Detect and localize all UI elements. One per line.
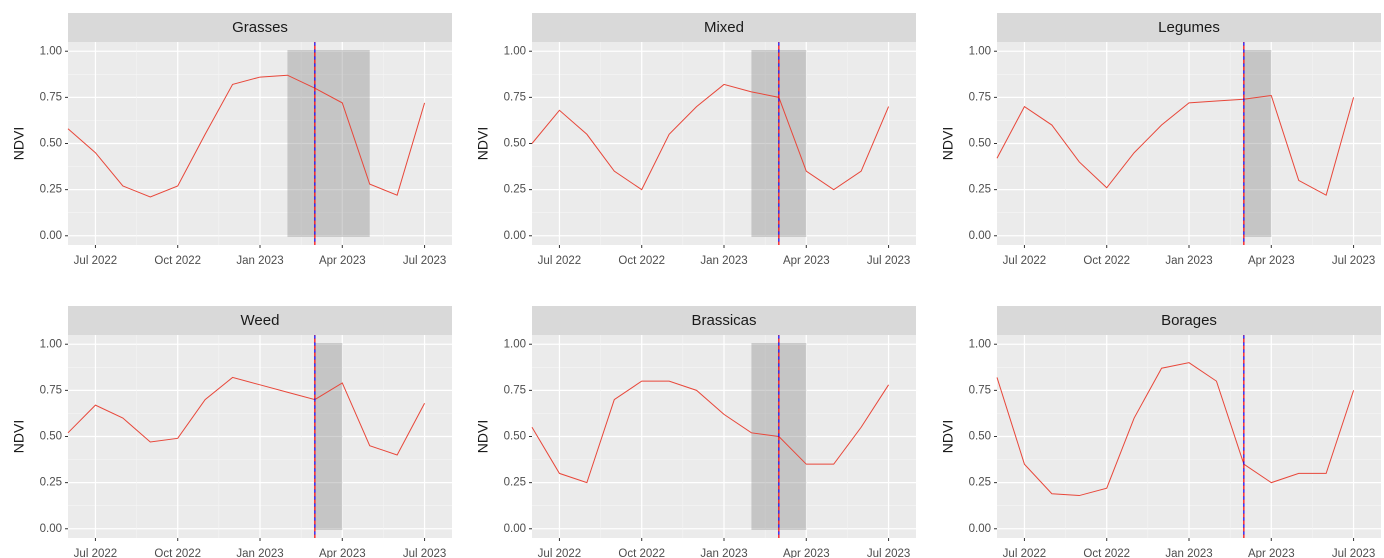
ndvi-line (531, 83, 890, 191)
y-tick-label: 0.25 (40, 477, 62, 489)
strip-title: Mixed (704, 19, 744, 36)
y-tick-label: 0.00 (969, 230, 991, 242)
x-tick-label: Jan 2023 (236, 548, 283, 558)
x-tick-label: Jul 2023 (403, 548, 446, 558)
y-tick-label: 0.00 (504, 230, 526, 242)
ndvi-line (996, 362, 1355, 497)
y-tick-label: 0.25 (504, 184, 526, 196)
y-tick-label: 0.75 (40, 384, 62, 396)
strip-title: Weed (241, 312, 280, 329)
y-axis-label: NDVI (11, 420, 27, 453)
y-tick-label: 0.75 (504, 91, 526, 103)
shaded-period (314, 343, 343, 530)
strip-title: Grasses (232, 19, 288, 36)
x-tick-label: Jan 2023 (700, 255, 747, 267)
y-tick-label: 0.75 (969, 91, 991, 103)
y-tick-label: 1.00 (40, 45, 62, 57)
strip-title: Brassicas (691, 312, 756, 329)
x-tick-label: Jan 2023 (236, 255, 283, 267)
shaded-period (1243, 50, 1272, 237)
y-tick-label: 0.75 (40, 91, 62, 103)
y-axis-label: NDVI (11, 127, 27, 160)
y-tick-label: 1.00 (969, 45, 991, 57)
y-tick-label: 0.75 (969, 384, 991, 396)
x-tick-label: Jul 2022 (1003, 255, 1046, 267)
strip-title: Legumes (1158, 19, 1220, 36)
y-tick-label: 0.75 (504, 384, 526, 396)
x-tick-label: Jul 2023 (867, 548, 910, 558)
y-tick-label: 0.50 (40, 138, 62, 150)
y-axis-label: NDVI (940, 420, 956, 453)
y-axis-label: NDVI (475, 420, 491, 453)
x-tick-label: Jul 2023 (867, 255, 910, 267)
y-tick-label: 0.50 (969, 431, 991, 443)
y-tick-label: 0.50 (40, 431, 62, 443)
x-tick-label: Jan 2023 (700, 548, 747, 558)
y-tick-label: 0.00 (40, 230, 62, 242)
y-tick-label: 1.00 (40, 338, 62, 350)
x-tick-label: Jul 2023 (1332, 255, 1375, 267)
x-tick-label: Apr 2023 (1248, 255, 1295, 267)
x-tick-label: Jan 2023 (1165, 255, 1212, 267)
y-tick-label: 0.25 (969, 477, 991, 489)
shaded-period (287, 50, 370, 237)
ndvi-line (996, 94, 1355, 196)
x-tick-label: Jul 2022 (538, 548, 581, 558)
strip-title: Borages (1161, 312, 1217, 329)
x-tick-label: Apr 2023 (319, 255, 366, 267)
x-tick-label: Apr 2023 (319, 548, 366, 558)
x-tick-label: Apr 2023 (783, 255, 830, 267)
y-tick-label: 0.50 (969, 138, 991, 150)
y-tick-label: 0.50 (504, 138, 526, 150)
strip-background (532, 13, 916, 42)
x-tick-label: Apr 2023 (1248, 548, 1295, 558)
x-tick-label: Jul 2022 (74, 255, 117, 267)
x-tick-label: Oct 2022 (154, 255, 201, 267)
x-tick-label: Jul 2022 (538, 255, 581, 267)
ndvi-line (531, 380, 889, 484)
y-tick-label: 1.00 (504, 338, 526, 350)
x-tick-label: Oct 2022 (618, 255, 665, 267)
y-tick-label: 1.00 (969, 338, 991, 350)
x-tick-label: Oct 2022 (1083, 548, 1130, 558)
y-axis-label: NDVI (940, 127, 956, 160)
x-tick-label: Oct 2022 (154, 548, 201, 558)
y-tick-label: 0.00 (504, 523, 526, 535)
strip-background (68, 13, 452, 42)
x-tick-label: Oct 2022 (618, 548, 665, 558)
y-tick-label: 0.25 (969, 184, 991, 196)
x-tick-label: Oct 2022 (1083, 255, 1130, 267)
y-tick-label: 1.00 (504, 45, 526, 57)
ndvi-line (67, 376, 426, 456)
x-tick-label: Apr 2023 (783, 548, 830, 558)
x-tick-label: Jul 2022 (1003, 548, 1046, 558)
y-tick-label: 0.00 (40, 523, 62, 535)
strip-background (532, 306, 916, 335)
y-tick-label: 0.25 (40, 184, 62, 196)
y-tick-label: 0.50 (504, 431, 526, 443)
y-tick-label: 0.00 (969, 523, 991, 535)
x-tick-label: Jul 2023 (403, 255, 446, 267)
x-tick-label: Jul 2022 (74, 548, 117, 558)
strip-background (997, 13, 1381, 42)
y-axis-label: NDVI (475, 127, 491, 160)
x-tick-label: Jul 2023 (1332, 548, 1375, 558)
strip-background (997, 306, 1381, 335)
y-tick-label: 0.25 (504, 477, 526, 489)
ndvi-line (67, 74, 426, 198)
x-tick-label: Jan 2023 (1165, 548, 1212, 558)
strip-background (68, 306, 452, 335)
